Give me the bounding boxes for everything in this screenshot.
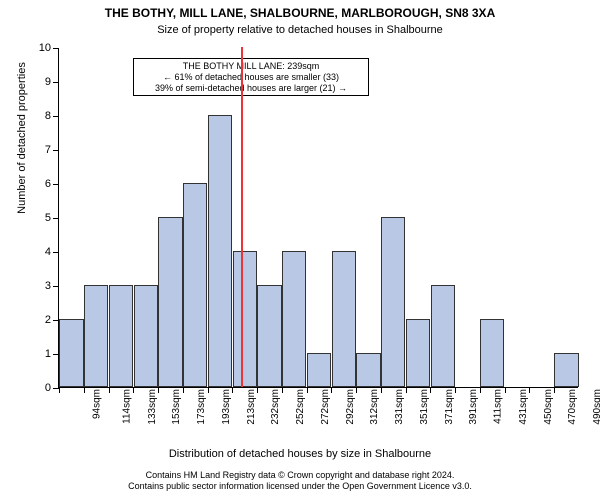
- histogram-bar: [233, 251, 257, 387]
- histogram-bar: [307, 353, 331, 387]
- footer-line: Contains HM Land Registry data © Crown c…: [0, 470, 600, 481]
- x-tick: [356, 387, 357, 393]
- x-tick: [529, 387, 530, 393]
- histogram-bar: [134, 285, 158, 387]
- x-tick-label: 114sqm: [113, 389, 132, 424]
- histogram-bar: [158, 217, 182, 387]
- x-tick: [381, 387, 382, 393]
- x-tick: [455, 387, 456, 393]
- x-tick-label: 411sqm: [485, 389, 504, 424]
- x-tick: [158, 387, 159, 393]
- x-tick-label: 232sqm: [262, 389, 281, 425]
- x-tick: [406, 387, 407, 393]
- x-tick-label: 312sqm: [361, 389, 380, 425]
- x-tick: [505, 387, 506, 393]
- y-tick-label: 9: [45, 76, 59, 88]
- histogram-bar: [406, 319, 430, 387]
- x-tick: [59, 387, 60, 393]
- histogram-bar: [282, 251, 306, 387]
- y-tick-label: 10: [39, 42, 59, 54]
- chart-title: THE BOTHY, MILL LANE, SHALBOURNE, MARLBO…: [0, 6, 600, 20]
- annotation-line: ← 61% of detached houses are smaller (33…: [138, 72, 364, 83]
- x-tick: [480, 387, 481, 393]
- y-tick-label: 5: [45, 212, 59, 224]
- figure: THE BOTHY, MILL LANE, SHALBOURNE, MARLBO…: [0, 0, 600, 500]
- x-tick-label: 133sqm: [139, 389, 158, 425]
- footer-line: Contains public sector information licen…: [0, 481, 600, 492]
- histogram-bar: [59, 319, 83, 387]
- x-tick-label: 292sqm: [337, 389, 356, 425]
- annotation-line: THE BOTHY MILL LANE: 239sqm: [138, 61, 364, 72]
- x-tick: [331, 387, 332, 393]
- y-axis-label: Number of detached properties: [16, 0, 28, 308]
- x-tick: [554, 387, 555, 393]
- histogram-bar: [332, 251, 356, 387]
- y-tick-label: 7: [45, 144, 59, 156]
- annotation-box: THE BOTHY MILL LANE: 239sqm ← 61% of det…: [133, 58, 369, 96]
- x-tick-label: 272sqm: [312, 389, 331, 425]
- x-tick: [84, 387, 85, 393]
- histogram-bar: [208, 115, 232, 387]
- histogram-bar: [381, 217, 405, 387]
- histogram-bar: [109, 285, 133, 387]
- x-tick-label: 193sqm: [213, 389, 232, 425]
- x-tick-label: 470sqm: [560, 389, 579, 425]
- y-tick-label: 3: [45, 280, 59, 292]
- x-tick-label: 213sqm: [238, 389, 257, 425]
- plot-area: THE BOTHY MILL LANE: 239sqm ← 61% of det…: [58, 48, 578, 388]
- x-tick: [430, 387, 431, 393]
- histogram-bar: [554, 353, 578, 387]
- histogram-bar: [356, 353, 380, 387]
- annotation-line: 39% of semi-detached houses are larger (…: [138, 83, 364, 94]
- x-tick: [183, 387, 184, 393]
- y-tick-label: 4: [45, 246, 59, 258]
- x-tick: [307, 387, 308, 393]
- histogram-bar: [480, 319, 504, 387]
- y-tick-label: 1: [45, 348, 59, 360]
- property-marker-line: [241, 47, 243, 387]
- x-axis-label: Distribution of detached houses by size …: [0, 448, 600, 460]
- x-tick: [282, 387, 283, 393]
- y-tick-label: 0: [45, 382, 59, 394]
- x-tick: [109, 387, 110, 393]
- histogram-bar: [183, 183, 207, 387]
- y-tick-label: 8: [45, 110, 59, 122]
- footer-attribution: Contains HM Land Registry data © Crown c…: [0, 470, 600, 492]
- x-tick-label: 173sqm: [188, 389, 207, 425]
- x-tick: [232, 387, 233, 393]
- x-tick-label: 94sqm: [84, 389, 103, 419]
- x-tick-label: 490sqm: [584, 389, 600, 425]
- x-tick-label: 391sqm: [461, 389, 480, 425]
- x-tick-label: 351sqm: [411, 389, 430, 425]
- x-tick-label: 252sqm: [287, 389, 306, 425]
- histogram-bar: [257, 285, 281, 387]
- x-tick: [133, 387, 134, 393]
- x-tick-label: 371sqm: [436, 389, 455, 425]
- chart-subtitle: Size of property relative to detached ho…: [0, 24, 600, 36]
- x-tick-label: 153sqm: [163, 389, 182, 425]
- y-tick-label: 2: [45, 314, 59, 326]
- x-tick-label: 331sqm: [386, 389, 405, 425]
- x-tick-label: 431sqm: [510, 389, 529, 425]
- histogram-bar: [431, 285, 455, 387]
- y-tick-label: 6: [45, 178, 59, 190]
- x-tick: [208, 387, 209, 393]
- histogram-bar: [84, 285, 108, 387]
- x-tick-label: 450sqm: [535, 389, 554, 425]
- x-tick: [257, 387, 258, 393]
